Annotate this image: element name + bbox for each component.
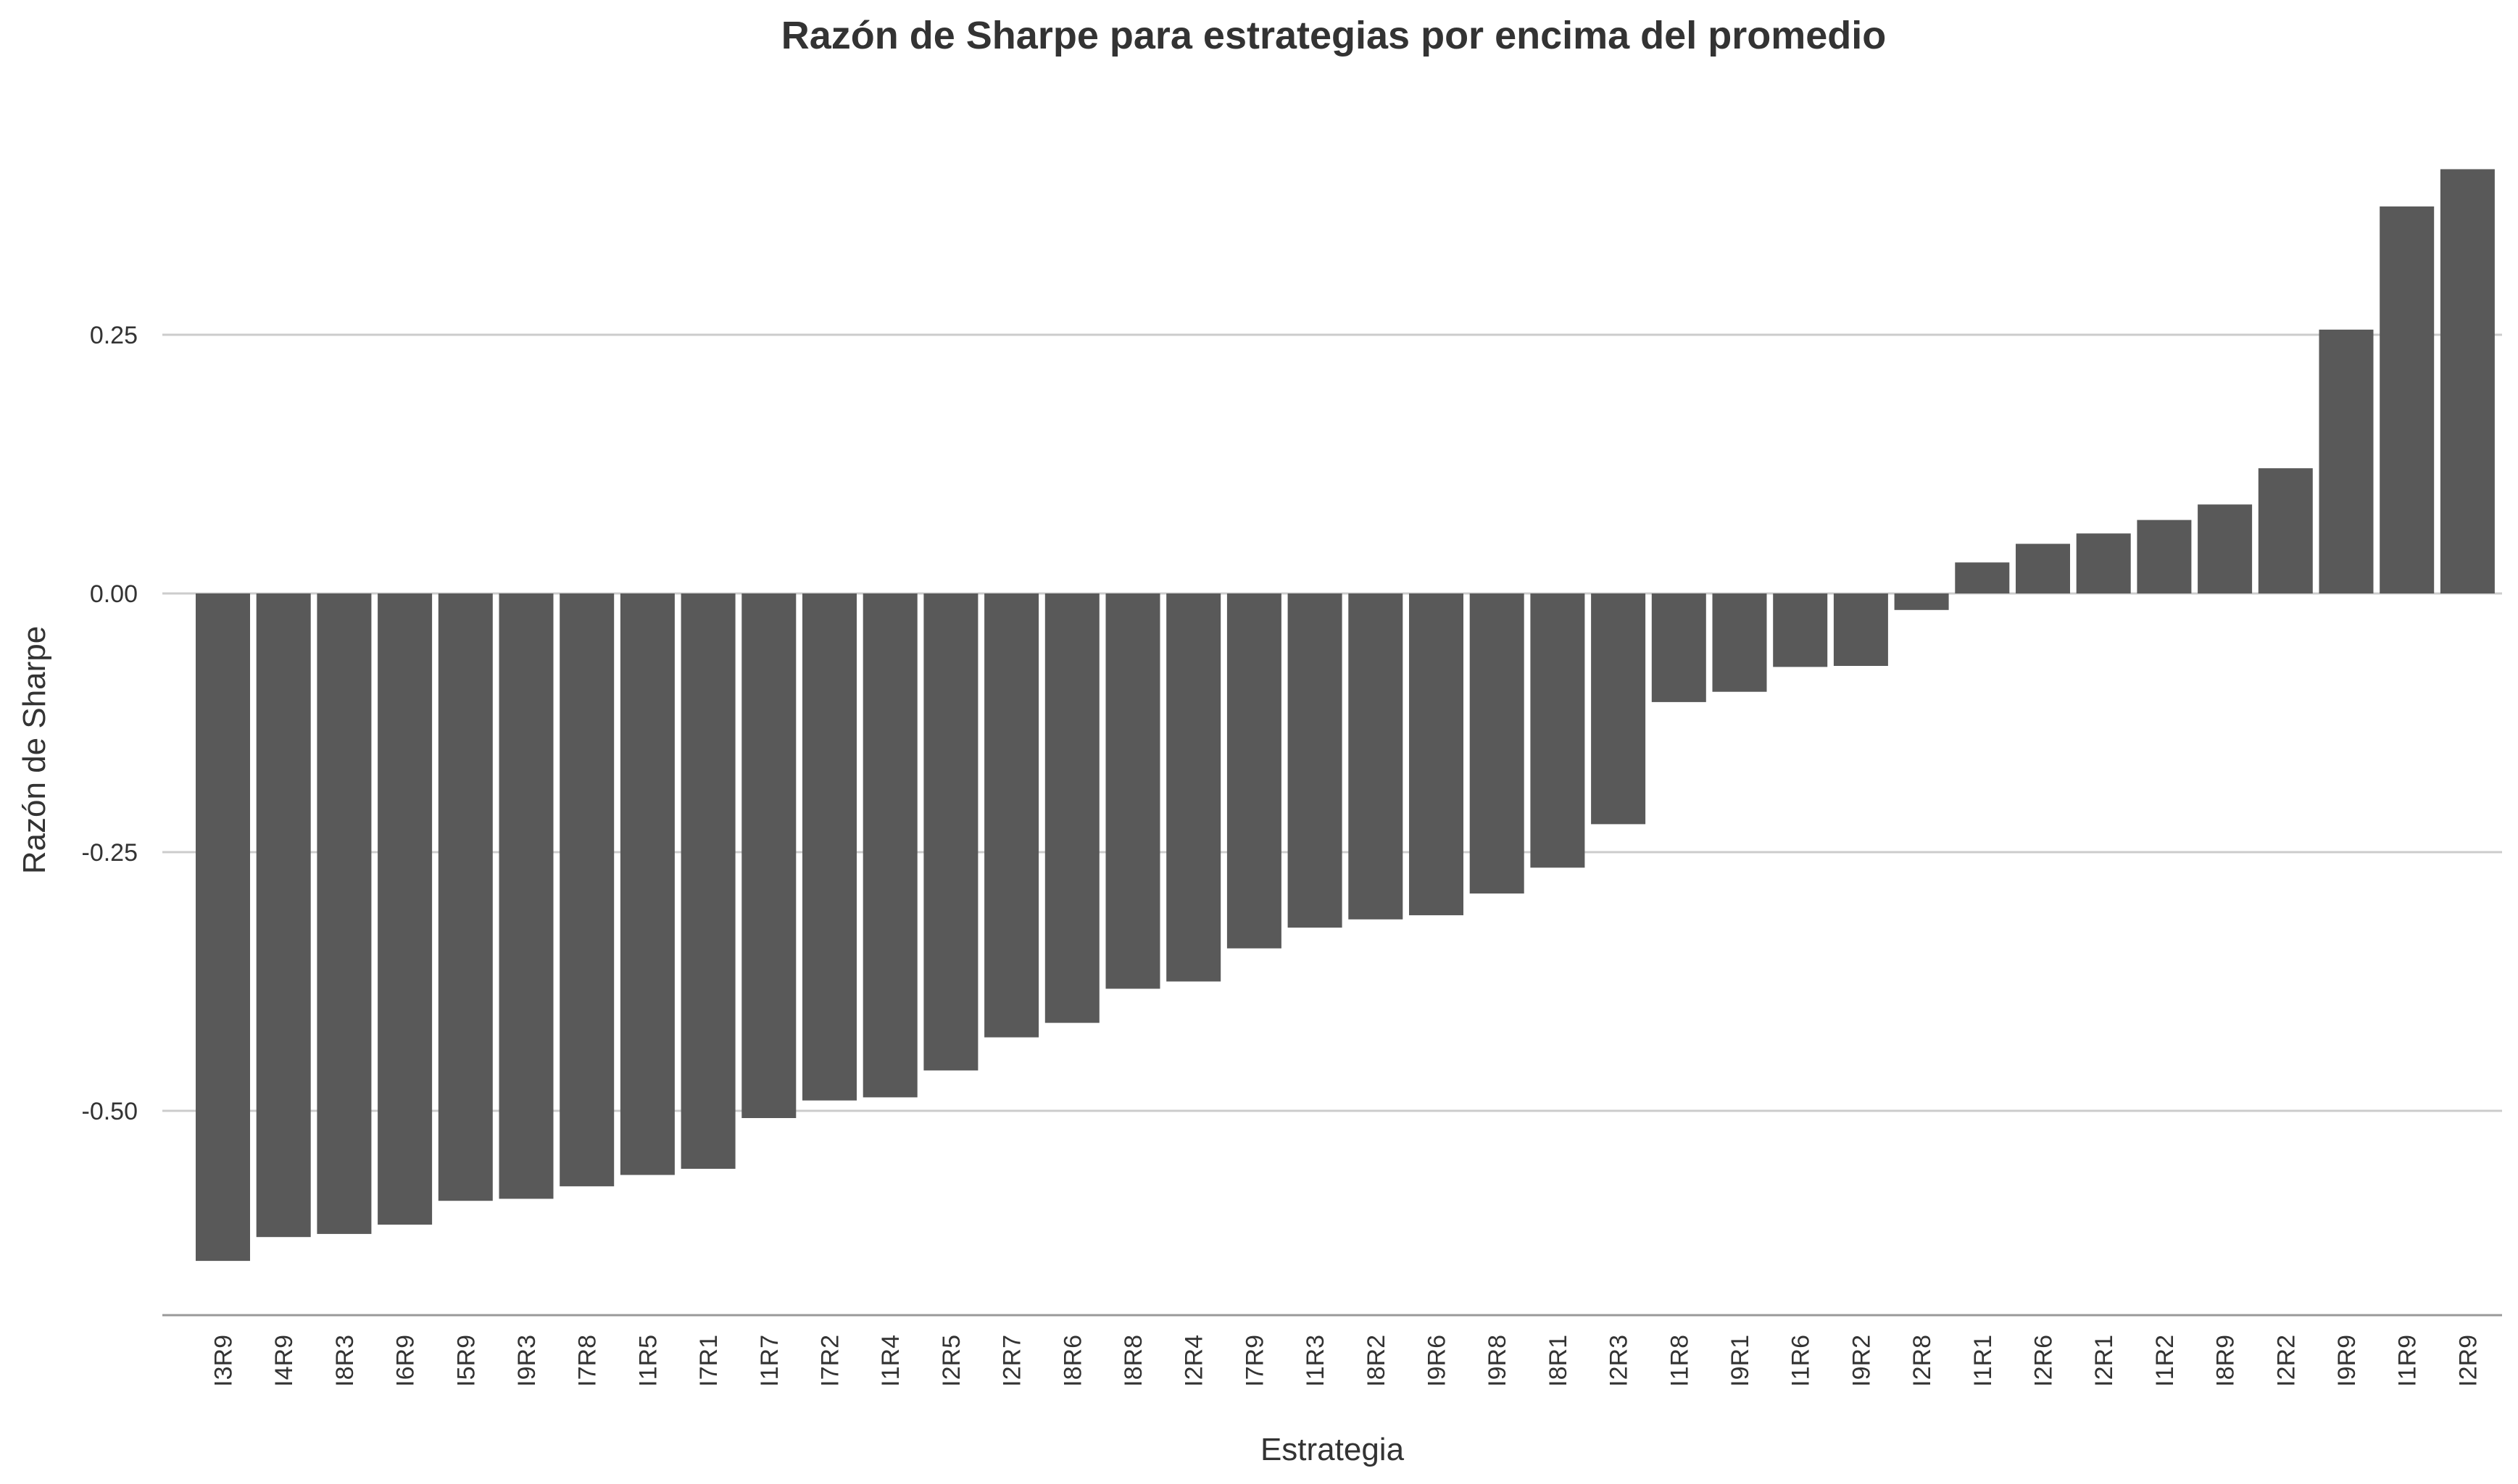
x-tick-label: I1R8 [1666,1335,1693,1387]
bar-I2R7 [984,593,1039,1038]
x-tick-label: I8R6 [1059,1335,1086,1387]
bar-I1R2 [2137,520,2192,593]
x-tick-label: I4R9 [270,1335,298,1387]
x-tick-label: I3R9 [210,1335,238,1387]
x-tick-label: I1R6 [1787,1335,1815,1387]
x-tick-label: I5R9 [452,1335,480,1387]
bar-I9R6 [1409,593,1463,916]
y-tick-label: 0.00 [90,580,138,608]
x-tick-label: I9R3 [513,1335,541,1387]
x-tick-label: I9R8 [1484,1335,1511,1387]
x-tick-label: I1R4 [877,1335,905,1387]
x-tick-label: I1R3 [1302,1335,1329,1387]
bar-I2R6 [2016,543,2070,593]
bar-I1R9 [2380,206,2435,593]
x-tick-label: I1R7 [756,1335,784,1387]
bar-I9R1 [1712,593,1767,692]
bar-I9R9 [2319,329,2374,593]
y-tick-label: -0.50 [82,1098,138,1125]
y-tick-label: -0.25 [82,839,138,867]
x-tick-label: I2R1 [2090,1335,2118,1387]
bar-I8R3 [317,593,372,1234]
y-tick-label: 0.25 [90,322,138,349]
x-tick-label: I2R7 [999,1335,1026,1387]
bar-I8R6 [1044,593,1100,1023]
bar-I5R9 [438,593,493,1201]
x-tick-label: I8R1 [1545,1335,1572,1387]
x-tick-label: I8R2 [1363,1335,1390,1387]
bars [196,169,2495,1262]
bar-I2R8 [1894,593,1949,610]
x-tick-label: I9R6 [1424,1335,1451,1387]
x-axis-label: Estrategia [1260,1432,1405,1467]
bar-I7R9 [1226,593,1281,949]
x-tick-label: I7R2 [817,1335,844,1387]
x-tick-label: I1R1 [1969,1335,1997,1387]
x-tick-label: I6R9 [392,1335,420,1387]
bar-I2R5 [923,593,978,1071]
bar-I1R1 [1955,562,2010,593]
x-tick-label: I1R5 [634,1335,662,1387]
bar-I9R2 [1833,593,1888,666]
x-tick-label: I9R9 [2333,1335,2361,1387]
x-tick-label: I7R9 [1241,1335,1268,1387]
bar-I2R1 [2076,533,2131,593]
bar-I3R9 [196,593,250,1262]
bar-I4R9 [256,593,311,1238]
x-tick-label: I8R3 [331,1335,359,1387]
bar-I9R8 [1469,593,1524,894]
x-tick-label: I8R9 [2212,1335,2240,1387]
bar-I2R3 [1591,593,1646,825]
x-axis-ticks: I3R9 I4R9 I8R3 I6R9 I5R9 I9R3 I7R8 I1R5 I7R1 I1R7… [210,1335,2482,1387]
bar-I2R2 [2258,468,2313,593]
x-tick-label: I1R9 [2394,1335,2422,1387]
bar-I8R2 [1348,593,1403,920]
bar-I2R4 [1166,593,1221,982]
bar-I1R4 [863,593,918,1098]
x-tick-label: I2R2 [2272,1335,2300,1387]
x-tick-label: I2R5 [938,1335,965,1387]
bar-I8R1 [1530,593,1585,868]
x-tick-label: I9R2 [1848,1335,1875,1387]
x-tick-label: I2R4 [1181,1335,1208,1387]
x-tick-label: I2R9 [2454,1335,2482,1387]
bar-I7R2 [802,593,857,1101]
bar-I9R3 [499,593,554,1199]
bar-I1R3 [1287,593,1342,928]
bar-I8R8 [1105,593,1160,989]
bar-I1R8 [1651,593,1706,702]
bar-I8R9 [2198,504,2253,593]
x-tick-label: I7R8 [574,1335,602,1387]
bar-I1R7 [741,593,797,1118]
x-tick-label: I1R2 [2151,1335,2179,1387]
bar-I6R9 [378,593,433,1225]
bar-I7R8 [560,593,615,1187]
bar-I1R5 [620,593,675,1175]
chart-title: Razón de Sharpe para estrategias por enc… [781,14,1886,57]
x-tick-label: I7R1 [695,1335,723,1387]
bar-I1R6 [1773,593,1828,667]
bar-I2R9 [2440,169,2495,593]
y-axis-label: Razón de Sharpe [17,626,52,874]
x-tick-label: I2R6 [2030,1335,2058,1387]
x-tick-label: I2R3 [1605,1335,1633,1387]
x-tick-label: I9R1 [1727,1335,1754,1387]
x-tick-label: I2R8 [1908,1335,1936,1387]
y-axis-ticks: -0.50 -0.25 0.00 0.25 [82,322,138,1125]
bar-I7R1 [681,593,736,1169]
x-tick-label: I8R8 [1120,1335,1147,1387]
